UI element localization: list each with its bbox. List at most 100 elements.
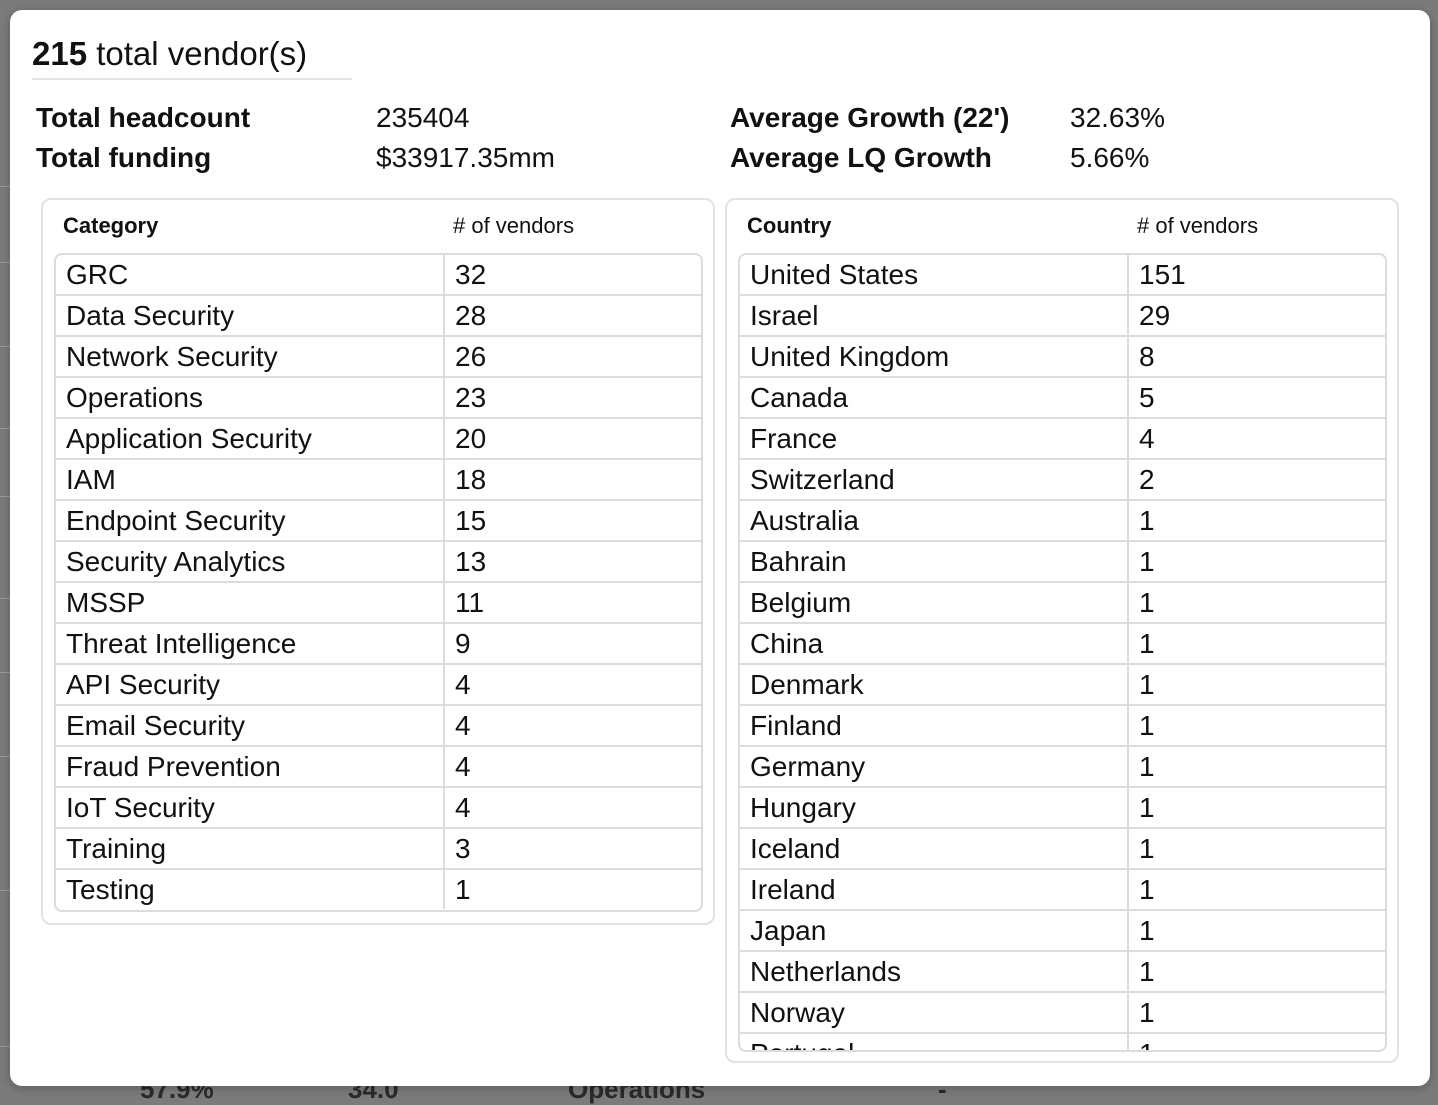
background-divider (0, 1046, 14, 1047)
table-row: Japan 1 (740, 911, 1385, 952)
table-cell-count: 1 (1139, 587, 1155, 618)
total-vendors-heading: 215 total vendor(s) (32, 32, 352, 80)
table-row: Training 3 (56, 829, 701, 870)
table-row: Hungary 1 (740, 788, 1385, 829)
table-row: Portugal1 (740, 1034, 1385, 1050)
table-cell-name: Israel (740, 296, 1129, 335)
table-cell-count: 4 (1139, 423, 1155, 454)
total-funding-label: Total funding (36, 142, 212, 173)
table-cell-name: Hungary (740, 788, 1129, 827)
table-row: China 1 (740, 624, 1385, 665)
table-row: Germany 1 (740, 747, 1385, 788)
vendor-summary-modal: 215 total vendor(s) Total headcount 2354… (10, 10, 1430, 1086)
table-row: Israel 29 (740, 296, 1385, 337)
table-cell-count: 1 (1139, 874, 1155, 905)
table-cell-name: United States (740, 255, 1129, 294)
category-panel: Category # of vendors GRC 32 Data Security… (41, 198, 715, 925)
background-divider (0, 756, 14, 757)
table-cell-name: Switzerland (740, 460, 1129, 499)
table-cell-count: 1 (1139, 792, 1155, 823)
total-headcount-label: Total headcount (36, 102, 251, 133)
table-row: United States 151 (740, 255, 1385, 296)
table-cell-name: Belgium (740, 583, 1129, 622)
table-cell-count: 13 (455, 546, 487, 577)
table-cell-name: Security Analytics (56, 542, 445, 581)
table-row: IoT Security 4 (56, 788, 701, 829)
table-cell-count: 4 (455, 669, 471, 700)
table-cell-count: 26 (455, 341, 487, 372)
table-row: Bahrain 1 (740, 542, 1385, 583)
category-table: GRC 32 Data Security 28 Network Security 26 Op… (54, 253, 703, 912)
table-cell-name: Application Security (56, 419, 445, 458)
table-cell-count: 1 (1139, 710, 1155, 741)
table-cell-count: 15 (455, 505, 487, 536)
table-cell-name: Australia (740, 501, 1129, 540)
table-cell-name: GRC (56, 255, 445, 294)
total-headcount-value: 235404 (376, 102, 470, 133)
average-lq-growth-value: 5.66% (1070, 142, 1150, 173)
table-cell-count: 20 (455, 423, 487, 454)
country-count-column-header: # of vendors (1137, 213, 1259, 238)
table-row: Fraud Prevention 4 (56, 747, 701, 788)
average-lq-growth-label: Average LQ Growth (730, 142, 992, 173)
table-cell-name: Portugal (740, 1034, 1129, 1050)
table-cell-count: 1 (1139, 669, 1155, 700)
table-row: Canada 5 (740, 378, 1385, 419)
background-divider (0, 186, 14, 187)
table-cell-name: Bahrain (740, 542, 1129, 581)
table-cell-count: 32 (455, 259, 487, 290)
table-row: Network Security 26 (56, 337, 701, 378)
table-cell-count: 1 (1139, 505, 1155, 536)
table-cell-name: Norway (740, 993, 1129, 1032)
table-cell-name: Email Security (56, 706, 445, 745)
table-cell-name: Ireland (740, 870, 1129, 909)
table-row: IAM 18 (56, 460, 701, 501)
table-cell-count: 9 (455, 628, 471, 659)
table-row: MSSP 11 (56, 583, 701, 624)
table-row: Threat Intelligence 9 (56, 624, 701, 665)
country-panel: Country # of vendors United States 151 Isr… (725, 198, 1399, 1063)
table-cell-name: Iceland (740, 829, 1129, 868)
table-row: Testing 1 (56, 870, 701, 909)
table-cell-count: 1 (1139, 751, 1155, 782)
country-column-header: Country (747, 213, 832, 238)
background-divider (0, 346, 14, 347)
table-row: Email Security 4 (56, 706, 701, 747)
table-cell-count: 1 (1139, 628, 1155, 659)
table-cell-count: 1 (1139, 997, 1155, 1028)
table-cell-count: 28 (455, 300, 487, 331)
table-cell-name: China (740, 624, 1129, 663)
table-row: France 4 (740, 419, 1385, 460)
table-row: Iceland 1 (740, 829, 1385, 870)
table-row: Ireland 1 (740, 870, 1385, 911)
table-row: Operations 23 (56, 378, 701, 419)
table-cell-count: 3 (455, 833, 471, 864)
table-row: Security Analytics 13 (56, 542, 701, 583)
table-row: Netherlands 1 (740, 952, 1385, 993)
table-cell-count: 151 (1139, 259, 1186, 290)
table-row: Finland 1 (740, 706, 1385, 747)
table-cell-name: Japan (740, 911, 1129, 950)
table-cell-count: 23 (455, 382, 487, 413)
background-divider (0, 496, 14, 497)
category-column-header: Category (63, 213, 159, 238)
table-cell-count: 11 (455, 587, 485, 618)
table-cell-name: Data Security (56, 296, 445, 335)
table-cell-name: Canada (740, 378, 1129, 417)
category-count-column-header: # of vendors (453, 213, 575, 238)
background-divider (0, 428, 14, 429)
table-cell-count: 4 (455, 710, 471, 741)
table-cell-count: 1 (1129, 1034, 1385, 1050)
country-table-scroll[interactable]: United States 151 Israel 29 United Kingdom 8 C… (738, 253, 1387, 1052)
table-cell-count: 1 (1139, 833, 1155, 864)
table-cell-name: Germany (740, 747, 1129, 786)
table-row: Application Security 20 (56, 419, 701, 460)
average-growth-value: 32.63% (1070, 102, 1165, 133)
total-funding-value: $33917.35mm (376, 142, 556, 173)
total-vendors-label: total vendor(s) (96, 35, 308, 72)
table-row: Switzerland 2 (740, 460, 1385, 501)
table-cell-name: Operations (56, 378, 445, 417)
table-cell-name: IAM (56, 460, 445, 499)
table-cell-count: 1 (455, 874, 471, 905)
background-divider (0, 262, 14, 263)
